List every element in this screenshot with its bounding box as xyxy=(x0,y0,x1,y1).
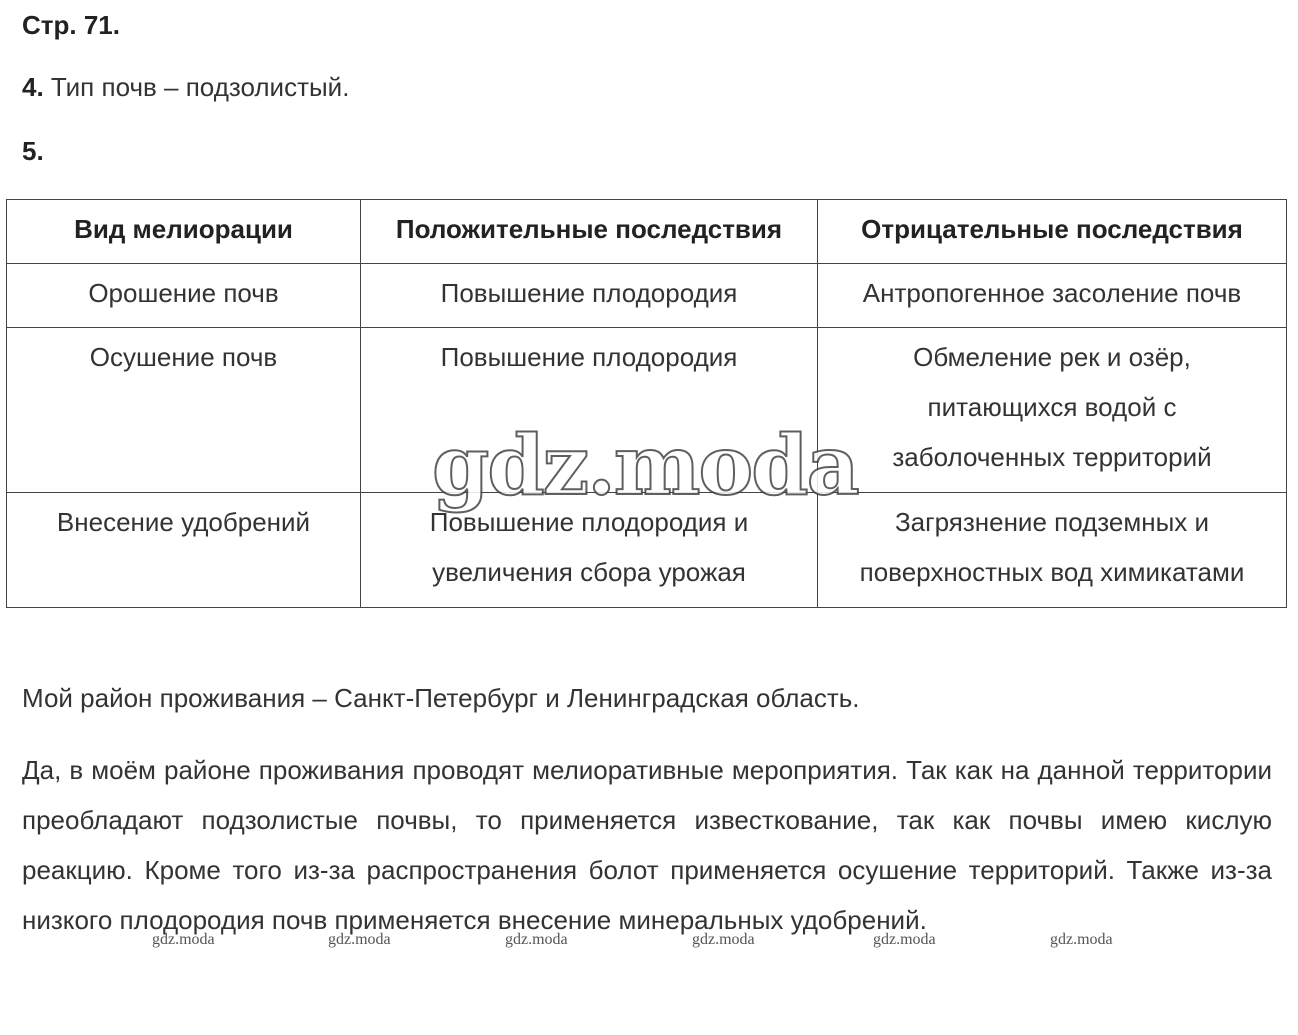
watermark-small: gdz.moda xyxy=(1050,931,1113,948)
task-4: 4. Тип почв – подзолистый. xyxy=(22,72,349,103)
watermark-small: gdz.moda xyxy=(505,931,568,948)
table-row: Внесение удобрений Повышение плодородия … xyxy=(6,492,1287,608)
table-cell: Повышение плодородия xyxy=(360,327,818,493)
table-cell: Орошение почв xyxy=(6,263,361,328)
header-cell: Положительные последствия xyxy=(360,199,818,264)
task-4-text: Тип почв – подзолистый. xyxy=(50,72,350,102)
table-cell: Осушение почв xyxy=(6,327,361,493)
header-cell: Отрицательные последствия xyxy=(817,199,1287,264)
task-4-number: 4. xyxy=(22,72,44,102)
region-text: Мой район проживания – Санкт-Петербург и… xyxy=(22,683,860,713)
table-cell: Обмеление рек и озёр, питающихся водой с… xyxy=(817,327,1287,493)
page-label: Стр. 71. xyxy=(22,10,120,40)
table-cell: Повышение плодородия и увеличения сбора … xyxy=(360,492,818,608)
table-cell: Антропогенное засоление почв xyxy=(817,263,1287,328)
watermark-logo: gdz.moda xyxy=(431,417,861,515)
table-cell: Загрязнение подземных и поверхностных во… xyxy=(817,492,1287,608)
watermark-small: gdz.moda xyxy=(873,931,936,948)
melioration-table: Вид мелиорации Положительные последствия… xyxy=(6,199,1287,608)
table-cell: Повышение плодородия xyxy=(360,263,818,328)
table-cell: Внесение удобрений xyxy=(6,492,361,608)
header-cell: Вид мелиорации xyxy=(6,199,361,264)
table-row: Осушение почв Повышение плодородия Обмел… xyxy=(6,327,1287,493)
watermark-small: gdz.moda xyxy=(328,931,391,948)
table-header-row: Вид мелиорации Положительные последствия… xyxy=(6,199,1287,264)
task-5-number: 5. xyxy=(22,136,44,166)
answer-paragraph: Да, в моём районе проживания проводят ме… xyxy=(22,755,1272,935)
table-row: Орошение почв Повышение плодородия Антро… xyxy=(6,263,1287,328)
watermark-small: gdz.moda xyxy=(152,931,215,948)
watermark-small: gdz.moda xyxy=(692,931,755,948)
